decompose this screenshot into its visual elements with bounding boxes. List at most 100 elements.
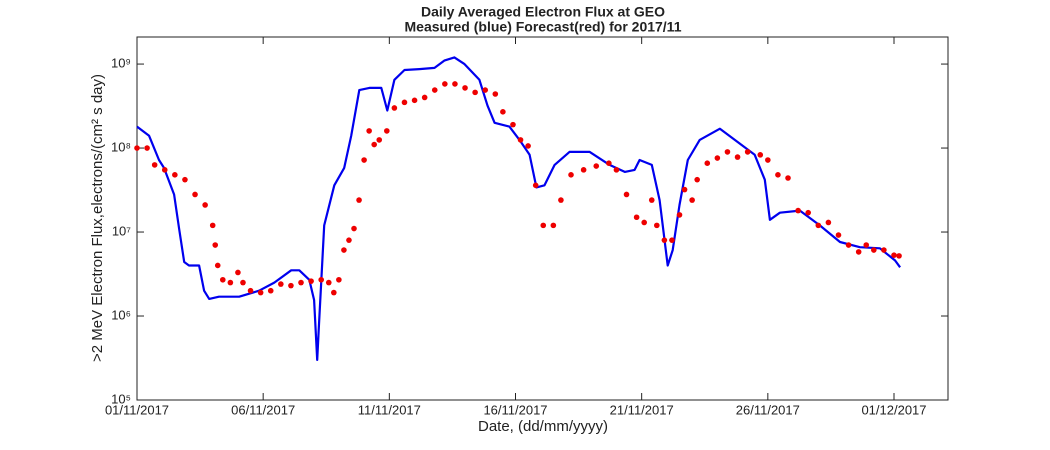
y-axis-label: >2 MeV Electron Flux,electrons/(cm² s da…: [89, 74, 106, 362]
forecast-point: [325, 279, 332, 286]
forecast-point: [336, 276, 342, 283]
x-tick-label: 11/11/2017: [358, 402, 421, 417]
y-tick-label: 10⁶: [111, 307, 131, 322]
forecast-point: [492, 91, 499, 97]
forecast-point: [442, 81, 448, 87]
forecast-point: [805, 209, 812, 216]
forecast-point: [855, 249, 862, 255]
forecast-point: [500, 109, 506, 115]
forecast-point: [452, 81, 458, 87]
forecast-point: [724, 149, 731, 155]
forecast-point: [593, 163, 600, 169]
forecast-point: [346, 237, 352, 243]
forecast-point: [288, 282, 294, 289]
x-tick-label: 01/11/2017: [105, 402, 169, 417]
forecast-point: [431, 87, 438, 93]
measured-line: [136, 56, 901, 361]
forecast-point: [835, 232, 842, 238]
forecast-point: [257, 289, 264, 296]
forecast-point: [757, 152, 764, 158]
forecast-point: [633, 214, 640, 221]
forecast-point: [881, 247, 887, 253]
x-tick-label: 06/11/2017: [231, 402, 295, 417]
forecast-point: [517, 137, 524, 143]
forecast-point: [247, 287, 254, 294]
forecast-point: [689, 197, 695, 203]
forecast-point: [641, 219, 647, 226]
y-tick-label: 10⁷: [112, 223, 131, 238]
forecast-point: [550, 222, 557, 229]
forecast-point: [654, 222, 660, 229]
forecast-point: [331, 289, 337, 296]
forecast-point: [472, 89, 478, 96]
forecast-point: [192, 191, 198, 198]
chart-subtitle: Measured (blue) Forecast(red) for 2017/1…: [405, 19, 682, 35]
forecast-point: [765, 157, 771, 163]
forecast-point: [648, 197, 655, 203]
x-tick-label: 26/11/2017: [736, 402, 800, 417]
forecast-point: [795, 207, 801, 214]
forecast-point: [891, 252, 897, 258]
forecast-point: [361, 157, 367, 163]
forecast-point: [825, 219, 832, 226]
forecast-point: [235, 269, 241, 276]
forecast-point: [421, 94, 428, 101]
forecast-point: [212, 242, 219, 248]
forecast-point: [134, 145, 140, 151]
forecast-point: [227, 279, 234, 286]
forecast-point: [623, 191, 630, 198]
forecast-point: [510, 121, 516, 128]
forecast-point: [371, 141, 377, 148]
forecast-point: [376, 137, 383, 143]
forecast-point: [681, 186, 688, 193]
forecast-point: [151, 162, 158, 168]
forecast-point: [161, 167, 168, 173]
forecast-point: [219, 276, 226, 283]
forecast-point: [669, 237, 675, 243]
forecast-point: [540, 222, 547, 229]
forecast-point: [815, 222, 822, 229]
forecast-point: [214, 262, 221, 269]
x-tick-label: 21/11/2017: [610, 402, 674, 417]
forecast-point: [704, 160, 711, 167]
forecast-point: [558, 197, 564, 203]
x-tick-label: 01/12/2017: [861, 402, 926, 417]
forecast-point: [606, 160, 612, 167]
forecast-point: [341, 247, 347, 253]
forecast-point: [580, 167, 587, 173]
forecast-point: [391, 105, 398, 111]
forecast-point: [871, 247, 877, 253]
forecast-point: [318, 276, 325, 283]
x-tick-label: 16/11/2017: [483, 402, 547, 417]
forecast-point: [209, 222, 216, 229]
forecast-point: [351, 225, 357, 232]
forecast-point: [411, 97, 418, 104]
forecast-point: [308, 278, 314, 284]
forecast-point: [661, 237, 668, 243]
chart-title: Daily Averaged Electron Flux at GEO: [421, 4, 665, 20]
forecast-point: [896, 253, 902, 259]
forecast-point: [401, 99, 408, 106]
forecast-point: [863, 242, 870, 248]
forecast-point: [568, 172, 574, 178]
forecast-point: [298, 279, 304, 286]
forecast-point: [532, 182, 539, 189]
forecast-point: [775, 172, 781, 178]
forecast-point: [240, 279, 246, 286]
forecast-point: [172, 172, 178, 178]
forecast-point: [144, 145, 150, 151]
forecast-point: [202, 202, 208, 208]
forecast-point: [182, 176, 188, 183]
forecast-point: [366, 128, 372, 134]
forecast-point: [525, 143, 531, 149]
forecast-point: [676, 212, 683, 218]
forecast-point: [462, 85, 468, 91]
y-tick-label: 10⁵: [111, 391, 131, 406]
plot-frame: [136, 36, 949, 401]
forecast-point: [613, 167, 620, 173]
forecast-point: [267, 287, 274, 294]
forecast-point: [744, 149, 751, 155]
y-tick-label: 10⁹: [111, 55, 131, 70]
forecast-point: [384, 128, 390, 134]
